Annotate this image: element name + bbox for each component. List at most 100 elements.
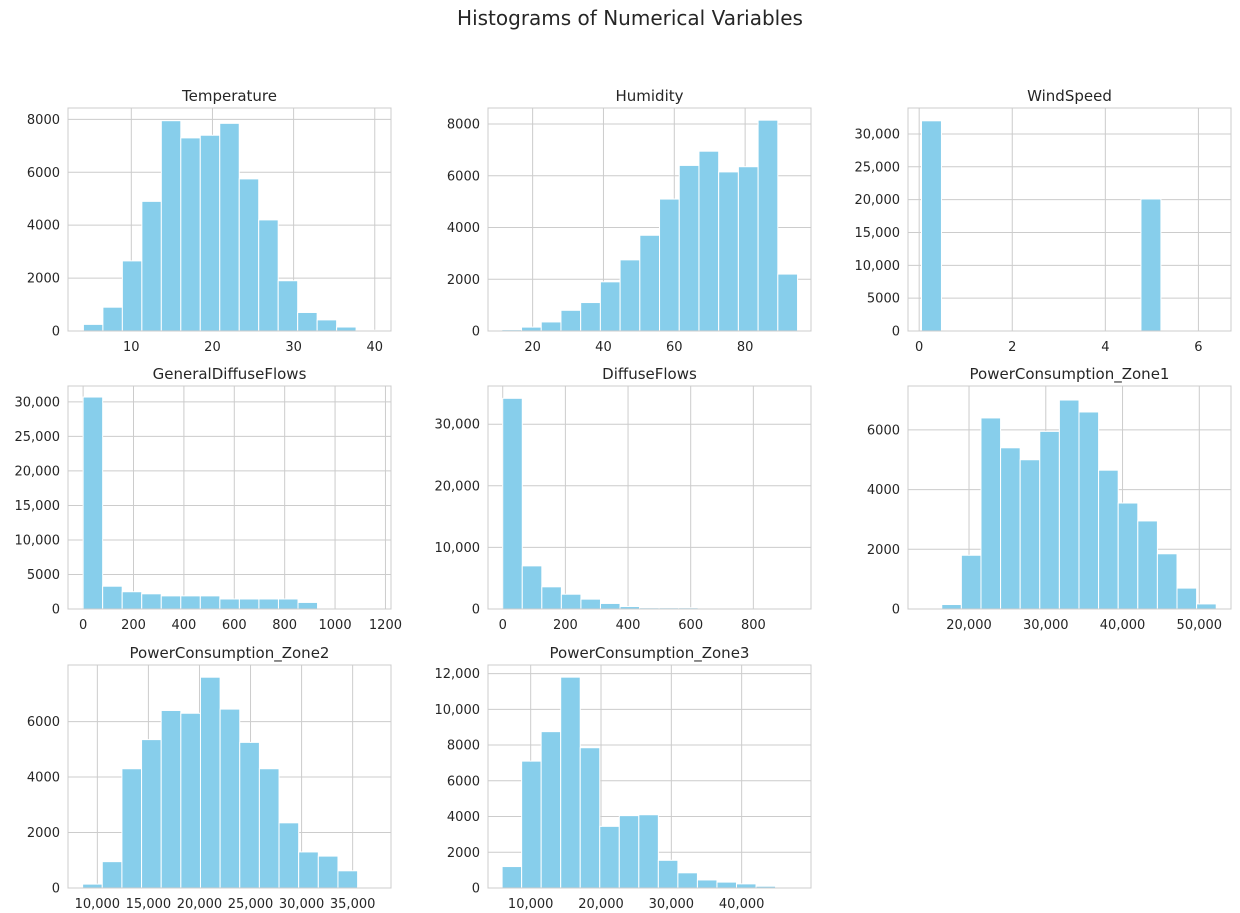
y-tick-label: 5000 [27, 568, 60, 583]
x-tick-label: 2 [1008, 340, 1016, 355]
histogram-bar [599, 602, 621, 610]
y-tick-label: 15,000 [855, 226, 901, 241]
x-tick-label: 600 [222, 618, 247, 633]
y-tick-label: 4000 [27, 219, 60, 234]
x-tick-label: 800 [272, 618, 297, 633]
histogram-bar [696, 879, 718, 889]
x-tick-label: 4 [1101, 340, 1109, 355]
histogram-bar [219, 708, 241, 889]
histogram-bar [238, 178, 260, 332]
histogram-bar [199, 595, 221, 610]
histogram-bar [199, 134, 221, 332]
x-tick-label: 6 [1194, 340, 1202, 355]
histogram-bar [941, 604, 962, 610]
histogram-bar [160, 595, 182, 610]
histogram-bar [297, 311, 318, 332]
histogram-bar [258, 219, 279, 332]
x-tick-label: 40,000 [1100, 618, 1146, 633]
histogram-bar [160, 709, 182, 889]
histogram-bar [579, 747, 601, 889]
y-tick-label: 6000 [867, 423, 900, 438]
histogram-bar [735, 883, 757, 889]
histogram-bar [1137, 520, 1158, 610]
y-tick-label: 30,000 [15, 395, 61, 410]
y-tick-label: 0 [52, 603, 60, 618]
histogram-bar [638, 814, 659, 889]
x-tick-label: 400 [171, 618, 196, 633]
histogram-bar [160, 120, 182, 332]
histogram-bar [141, 200, 162, 332]
y-tick-label: 4000 [447, 221, 480, 236]
y-tick-label: 6000 [27, 166, 60, 181]
histogram-bar [141, 739, 162, 889]
x-tick-label: 10,000 [75, 897, 121, 912]
y-tick-label: 10,000 [435, 541, 481, 556]
y-tick-label: 6000 [447, 774, 480, 789]
y-tick-label: 10,000 [855, 259, 901, 274]
subplot-title: PowerConsumption_Zone1 [970, 365, 1170, 384]
histogram-bar [277, 280, 299, 332]
subplot-title: GeneralDiffuseFlows [153, 365, 307, 383]
x-tick-label: 60 [666, 340, 683, 355]
histogram-bar [1156, 553, 1178, 610]
histogram-bar [298, 851, 319, 889]
y-tick-label: 2000 [27, 826, 60, 841]
histogram-bar [718, 171, 739, 332]
y-tick-label: 5000 [867, 292, 900, 307]
y-tick-label: 8000 [27, 113, 60, 128]
histogram-bar [141, 593, 162, 610]
y-tick-label: 25,000 [855, 160, 901, 175]
y-tick-label: 2000 [867, 543, 900, 558]
y-tick-label: 20,000 [15, 464, 61, 479]
figure-title: Histograms of Numerical Variables [457, 6, 803, 30]
y-tick-label: 6000 [27, 715, 60, 730]
y-tick-label: 10,000 [435, 703, 481, 718]
histogram-bar [277, 598, 299, 610]
histogram-bar [1019, 459, 1041, 610]
histogram-bar [1176, 587, 1198, 610]
x-tick-label: 800 [741, 618, 766, 633]
histogram-bar [1140, 198, 1162, 332]
axes-frame [487, 107, 812, 332]
x-tick-label: 30 [285, 340, 302, 355]
histogram-bar [180, 712, 201, 889]
x-tick-label: 20,000 [177, 897, 223, 912]
x-tick-label: 30,000 [1023, 618, 1069, 633]
histogram-bar [618, 815, 640, 889]
histogram-bar [317, 855, 339, 889]
histogram-bar [239, 741, 260, 889]
histogram-bar [102, 306, 123, 332]
y-tick-label: 8000 [447, 118, 480, 133]
histogram-bar [716, 881, 737, 889]
subplot-title: WindSpeed [1027, 87, 1112, 105]
y-tick-label: 12,000 [435, 667, 481, 682]
histogram-bar [219, 598, 240, 610]
histogram-bar [757, 119, 779, 332]
x-tick-label: 1200 [369, 618, 402, 633]
subplot-powerconsumption-zone3: 10,000 20,000 30,000 40,000 0 2000 4000 6000 800… [435, 644, 812, 912]
y-tick-label: 20,000 [435, 479, 481, 494]
histogram-bar [920, 120, 942, 332]
histogram-bar [1078, 411, 1100, 610]
x-tick-label: 600 [678, 618, 703, 633]
histogram-bar [180, 595, 201, 610]
histogram-bar [316, 319, 338, 332]
histogram-bar [677, 872, 698, 889]
histogram-bar [521, 326, 542, 332]
histogram-bar [737, 166, 759, 332]
histogram-bar [258, 768, 280, 889]
y-tick-label: 10,000 [15, 533, 61, 548]
histogram-bar [238, 598, 260, 610]
subplot-humidity: 20 40 60 80 0 2000 4000 6000 8000 Humidity [447, 87, 812, 355]
x-tick-label: 20 [204, 340, 221, 355]
x-tick-label: 10,000 [508, 897, 554, 912]
histogram-bar [657, 859, 679, 889]
histogram-bar [560, 676, 581, 889]
axes-frame [67, 664, 392, 889]
x-tick-label: 40 [366, 340, 383, 355]
histogram-bar [960, 554, 982, 610]
histogram-bar [580, 598, 601, 610]
histogram-bar [521, 760, 542, 889]
y-tick-label: 30,000 [435, 418, 481, 433]
